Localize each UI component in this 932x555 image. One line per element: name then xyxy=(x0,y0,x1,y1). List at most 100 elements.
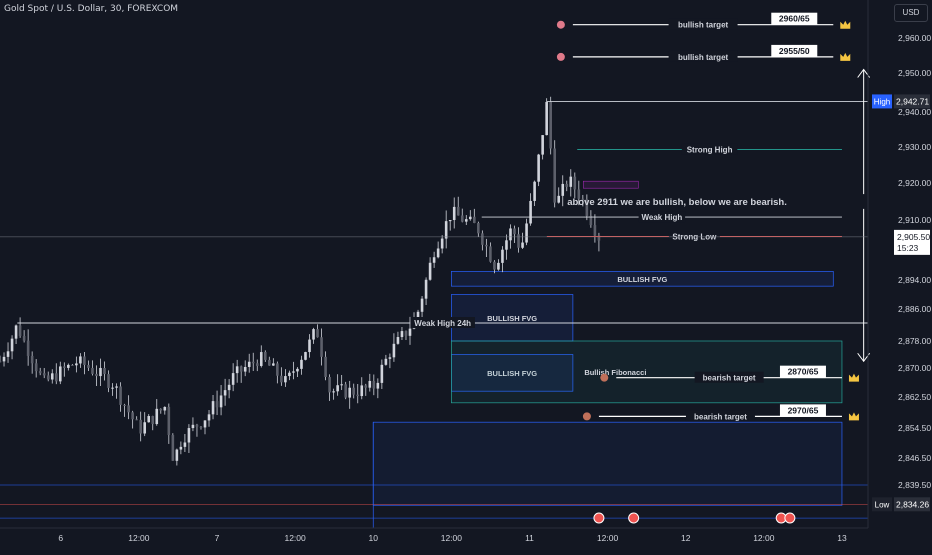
level-label-bearish-target-2: bearish target xyxy=(694,412,747,421)
candle-body xyxy=(380,364,384,383)
zone-label: BULLISH FVG xyxy=(617,275,667,284)
symbol-title: Gold Spot / U.S. Dollar, 30, FOREXCOM xyxy=(4,4,179,14)
x-tick-label: 12 xyxy=(681,533,691,543)
candle-body xyxy=(304,352,307,360)
candle-body xyxy=(537,154,540,182)
candle-body xyxy=(255,363,259,366)
candle-body xyxy=(428,262,432,280)
crown-icon xyxy=(848,373,859,382)
candle-body xyxy=(460,215,464,222)
price-badge-label-low: Low xyxy=(875,500,890,509)
y-tick-label: 2,886.00 xyxy=(898,304,931,314)
candle-body xyxy=(541,135,544,155)
candle-body xyxy=(195,424,199,427)
candle-body xyxy=(91,367,94,374)
candle-body xyxy=(481,233,484,245)
candle-body xyxy=(344,384,347,398)
target-box xyxy=(771,44,818,57)
candle-body xyxy=(268,359,271,366)
candle-body xyxy=(529,200,532,224)
price-label-low: 2,834.26 xyxy=(896,499,929,509)
candle-body xyxy=(384,358,388,365)
x-tick-label: 12:00 xyxy=(753,533,775,543)
candle-body xyxy=(83,356,86,365)
candle-body xyxy=(569,176,573,187)
candle-body xyxy=(392,343,396,358)
candle-body xyxy=(420,298,424,312)
zone-demand-zone xyxy=(372,421,843,506)
candle-body xyxy=(456,206,460,216)
pig-icon xyxy=(556,52,565,61)
level-label-bg xyxy=(694,371,764,383)
candle-body xyxy=(485,244,488,247)
candle-body xyxy=(163,406,167,411)
candle-body xyxy=(30,355,34,364)
candle-body xyxy=(348,387,352,398)
target-box-label: 2955/50 xyxy=(779,46,810,56)
candle-body xyxy=(565,183,569,187)
candle-body xyxy=(191,424,195,429)
zone-label: BULLISH FVG xyxy=(487,314,537,323)
candle-body xyxy=(356,394,360,397)
candle-body xyxy=(320,337,323,357)
target-box-label: 2970/65 xyxy=(788,405,819,415)
candle-body xyxy=(46,375,50,380)
candle-body xyxy=(139,419,142,434)
candle-body xyxy=(54,373,58,382)
y-tick-label: 2,854.50 xyxy=(898,423,931,433)
candle-body xyxy=(259,352,263,366)
level-label-bg xyxy=(668,50,738,62)
event-icon xyxy=(593,512,605,524)
level-label-weak-high-24h: Weak High 24h xyxy=(414,319,471,328)
level-label-bg xyxy=(681,143,738,155)
candle-body xyxy=(585,199,589,216)
candle-body xyxy=(203,420,207,428)
candle-body xyxy=(300,359,303,369)
level-label-bg xyxy=(668,230,720,242)
level-label-strong-high: Strong High xyxy=(687,146,733,155)
candle-body xyxy=(95,373,98,377)
candles-group xyxy=(0,96,601,466)
candle-body xyxy=(280,375,283,383)
level-label-bg xyxy=(410,317,475,328)
candle-body xyxy=(107,374,110,388)
candle-body xyxy=(75,363,78,366)
candle-body xyxy=(557,195,561,203)
candle-body xyxy=(38,371,42,374)
candle-body xyxy=(364,385,368,388)
candle-body xyxy=(34,363,38,372)
candle-body xyxy=(227,384,231,391)
target-box xyxy=(771,12,818,25)
candle-body xyxy=(424,279,428,299)
candle-body xyxy=(79,356,82,364)
currency-button[interactable]: USD xyxy=(894,4,928,22)
candle-body xyxy=(131,412,134,420)
current-price-time: 15:23 xyxy=(897,243,919,253)
crown-icon xyxy=(840,52,851,61)
candle-body xyxy=(63,366,66,368)
candle-body xyxy=(276,363,279,376)
candle-body xyxy=(231,373,235,385)
candle-body xyxy=(123,404,126,406)
candle-body xyxy=(509,228,512,241)
candle-body xyxy=(521,242,524,248)
event-icon xyxy=(628,512,640,524)
target-box-label: 2960/65 xyxy=(779,14,810,24)
candle-body xyxy=(404,331,408,336)
candle-body xyxy=(0,361,2,363)
candle-body xyxy=(239,366,243,372)
level-label-bg xyxy=(668,18,738,30)
candle-body xyxy=(549,101,552,149)
candle-body xyxy=(477,222,480,234)
y-tick-label: 2,920.00 xyxy=(898,178,931,188)
y-tick-label: 2,839.50 xyxy=(898,480,931,490)
crown-icon xyxy=(840,20,851,29)
candle-body xyxy=(183,442,187,447)
candle-body xyxy=(2,356,6,362)
candle-body xyxy=(247,361,251,367)
level-label-bearish-target-1: bearish target xyxy=(703,374,756,383)
bear-icon xyxy=(582,412,591,421)
candle-body xyxy=(187,428,191,443)
zone-bullish-fvg-1 xyxy=(451,271,834,287)
